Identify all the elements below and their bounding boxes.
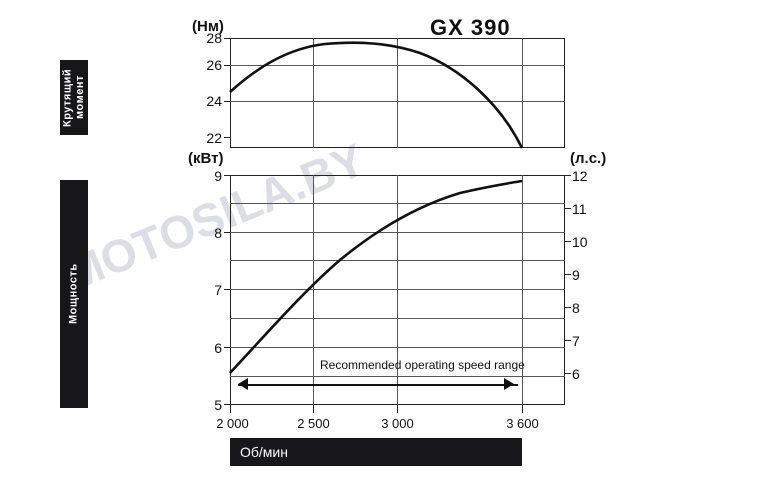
recommended-range-arrowheads <box>230 376 530 392</box>
x-tick-2500: 2 500 <box>286 416 341 431</box>
x-tick-3000: 3 000 <box>370 416 425 431</box>
torque-curve <box>230 38 565 148</box>
torque-tick-28: 28 <box>196 30 222 46</box>
hp-tickmark-12 <box>565 175 571 176</box>
power-tick-9: 9 <box>196 168 222 184</box>
power-tick-8: 8 <box>196 225 222 241</box>
hp-tick-12: 12 <box>572 168 588 184</box>
power-side-badge: Мощность <box>60 180 88 408</box>
power-tick-5: 5 <box>196 397 222 413</box>
hp-tick-6: 6 <box>572 366 580 382</box>
hp-tick-7: 7 <box>572 333 580 349</box>
hp-tick-9: 9 <box>572 267 580 283</box>
power-tick-6: 6 <box>196 340 222 356</box>
torque-side-badge: Крутящий момент <box>60 60 88 135</box>
hp-tickmark-11 <box>565 208 571 209</box>
torque-tick-26: 26 <box>196 57 222 73</box>
recommended-range-text: Recommended operating speed range <box>320 358 525 372</box>
x-tickmark-2000 <box>230 405 231 413</box>
power-tick-7: 7 <box>196 282 222 298</box>
x-tick-3600: 3 600 <box>495 416 550 431</box>
rpm-bottom-badge: Об/мин <box>230 438 522 466</box>
hp-tick-10: 10 <box>572 234 588 250</box>
hp-tickmark-10 <box>565 241 571 242</box>
hp-tickmark-9 <box>565 274 571 275</box>
x-tick-2000: 2 000 <box>205 416 260 431</box>
hp-tick-11: 11 <box>572 201 587 217</box>
power-axis-label: (кВт) <box>188 150 223 167</box>
engine-performance-chart: MOTOSILA.BY GX 390 (Нм) Крутящий момент … <box>0 0 760 480</box>
torque-tick-22: 22 <box>196 130 222 146</box>
x-tickmark-2500 <box>313 405 314 413</box>
hp-tickmark-7 <box>565 340 571 341</box>
hp-tick-8: 8 <box>572 300 580 316</box>
hp-tickmark-8 <box>565 307 571 308</box>
x-tickmark-3000 <box>397 405 398 413</box>
hp-tickmark-6 <box>565 373 571 374</box>
x-tickmark-3600 <box>522 405 523 413</box>
torque-tick-24: 24 <box>196 93 222 109</box>
hp-axis-label: (л.с.) <box>570 150 606 167</box>
